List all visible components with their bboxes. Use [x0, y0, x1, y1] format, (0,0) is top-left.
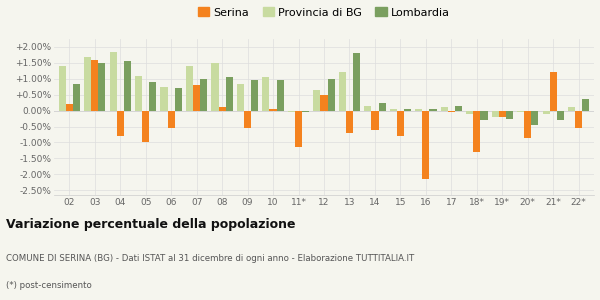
Bar	[277, 80, 284, 111]
Bar	[91, 60, 98, 111]
Bar	[491, 111, 499, 117]
Bar	[160, 87, 167, 111]
Bar	[339, 72, 346, 111]
Bar	[66, 104, 73, 111]
Bar	[455, 106, 462, 111]
Bar	[390, 109, 397, 111]
Bar	[422, 111, 430, 179]
Bar	[481, 111, 488, 120]
Bar	[124, 61, 131, 111]
Bar	[371, 111, 379, 130]
Bar	[116, 111, 124, 136]
Bar	[575, 111, 582, 128]
Bar	[328, 79, 335, 111]
Bar	[288, 111, 295, 112]
Bar	[532, 111, 538, 125]
Bar	[313, 90, 320, 111]
Bar	[218, 107, 226, 111]
Bar	[320, 95, 328, 111]
Bar	[110, 52, 116, 111]
Legend: Serina, Provincia di BG, Lombardia: Serina, Provincia di BG, Lombardia	[194, 4, 454, 21]
Bar	[244, 111, 251, 128]
Bar	[73, 84, 80, 111]
Bar	[295, 111, 302, 147]
Bar	[251, 80, 258, 111]
Bar	[135, 76, 142, 111]
Bar	[397, 111, 404, 136]
Bar	[98, 63, 106, 111]
Bar	[84, 56, 91, 111]
Bar	[466, 111, 473, 114]
Bar	[302, 111, 309, 112]
Bar	[346, 111, 353, 133]
Bar	[193, 85, 200, 111]
Bar	[379, 103, 386, 111]
Bar	[200, 79, 208, 111]
Bar	[568, 107, 575, 111]
Text: (*) post-censimento: (*) post-censimento	[6, 281, 92, 290]
Bar	[430, 109, 437, 111]
Bar	[353, 53, 360, 111]
Bar	[473, 111, 481, 152]
Bar	[404, 109, 411, 111]
Bar	[524, 111, 532, 138]
Bar	[448, 111, 455, 112]
Bar	[517, 111, 524, 112]
Bar	[506, 111, 513, 119]
Bar	[262, 77, 269, 111]
Bar	[364, 106, 371, 111]
Bar	[175, 88, 182, 111]
Bar	[269, 109, 277, 111]
Bar	[440, 107, 448, 111]
Bar	[211, 63, 218, 111]
Bar	[582, 100, 589, 111]
Bar	[59, 66, 66, 111]
Bar	[499, 111, 506, 117]
Bar	[542, 111, 550, 114]
Bar	[415, 109, 422, 111]
Text: COMUNE DI SERINA (BG) - Dati ISTAT al 31 dicembre di ogni anno - Elaborazione TU: COMUNE DI SERINA (BG) - Dati ISTAT al 31…	[6, 254, 414, 263]
Bar	[167, 111, 175, 128]
Bar	[237, 84, 244, 111]
Bar	[550, 72, 557, 111]
Bar	[149, 82, 157, 111]
Text: Variazione percentuale della popolazione: Variazione percentuale della popolazione	[6, 218, 296, 231]
Bar	[142, 111, 149, 142]
Bar	[186, 66, 193, 111]
Bar	[557, 111, 564, 120]
Bar	[226, 77, 233, 111]
